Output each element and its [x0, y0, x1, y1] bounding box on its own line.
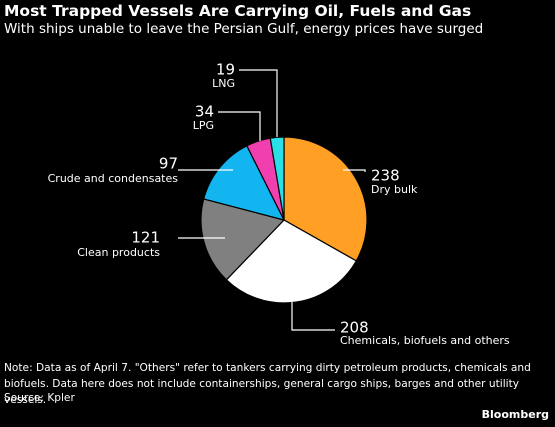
- chart-title: Most Trapped Vessels Are Carrying Oil, F…: [4, 2, 472, 20]
- value-label-dry-bulk: 238: [371, 167, 400, 185]
- leader-line-chemicals-biofuels-and-others: [291, 302, 335, 331]
- pie-slice-clean-products: [200, 198, 286, 281]
- chart-subtitle: With ships unable to leave the Persian G…: [4, 21, 484, 37]
- leader-line-dry-bulk: [343, 169, 366, 172]
- category-label-crude-and-condensates: Crude and condensates: [48, 172, 179, 185]
- leader-line-lng: [239, 69, 278, 137]
- category-label-lpg: LPG: [193, 119, 214, 132]
- chart-source: Source: Kpler: [4, 392, 75, 404]
- pie-slice-crude-and-condensates: [202, 144, 286, 221]
- category-label-lng: LNG: [212, 77, 235, 90]
- category-label-dry-bulk: Dry bulk: [371, 183, 418, 196]
- value-label-chemicals-biofuels-and-others: 208: [340, 319, 369, 337]
- category-label-chemicals-biofuels-and-others: Chemicals, biofuels and others: [340, 334, 510, 347]
- value-label-clean-products: 121: [131, 229, 160, 247]
- pie-slice-dry-bulk: [283, 136, 368, 262]
- value-label-lpg: 34: [195, 103, 214, 121]
- value-label-crude-and-condensates: 97: [159, 155, 178, 173]
- pie-slice-lng: [269, 136, 285, 221]
- category-label-clean-products: Clean products: [77, 246, 160, 259]
- bloomberg-logo: Bloomberg: [481, 408, 549, 421]
- pie-slice-chemicals-biofuels-and-others: [225, 219, 358, 304]
- value-label-lng: 19: [216, 61, 235, 79]
- leader-line-lpg: [218, 111, 261, 141]
- chart-note: Note: Data as of April 7. "Others" refer…: [4, 362, 531, 406]
